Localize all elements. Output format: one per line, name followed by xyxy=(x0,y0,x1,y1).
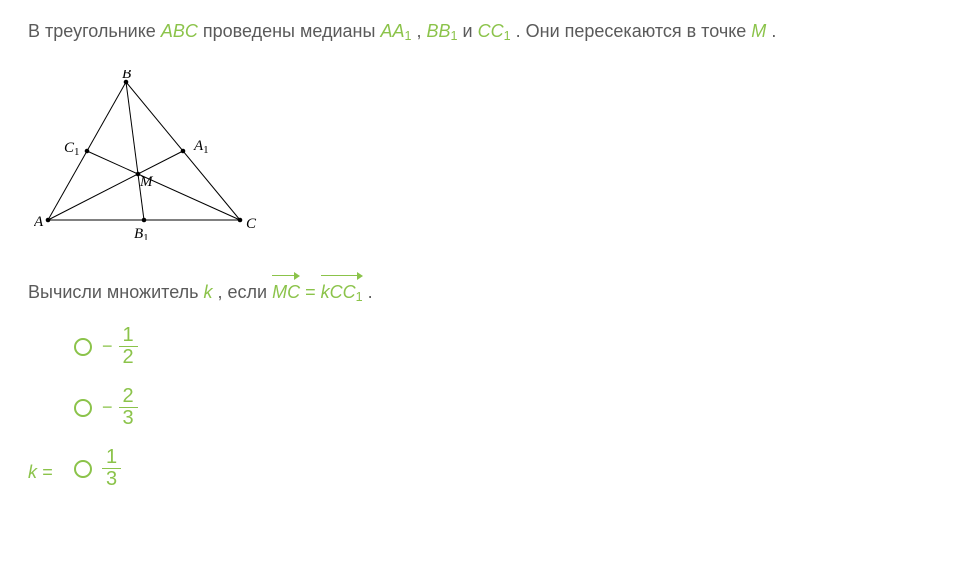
var-cc1: CC1 xyxy=(478,21,511,41)
text: и xyxy=(463,21,478,41)
fraction: 13 xyxy=(102,447,121,490)
radio-icon[interactable] xyxy=(74,399,92,417)
denominator: 3 xyxy=(102,468,121,490)
svg-text:M: M xyxy=(139,174,154,190)
text: , xyxy=(416,21,426,41)
answer-options: −12−2313 xyxy=(74,325,936,490)
var-bb1: BB1 xyxy=(427,21,458,41)
numerator: 2 xyxy=(119,386,138,407)
numerator: 1 xyxy=(119,325,138,346)
equals: = xyxy=(305,282,321,302)
svg-text:C: C xyxy=(246,216,257,232)
problem-statement: В треугольнике ABC проведены медианы AA1… xyxy=(28,18,936,46)
minus-sign: − xyxy=(102,333,113,360)
minus-sign: − xyxy=(102,394,113,421)
denominator: 3 xyxy=(119,407,138,429)
text: проведены медианы xyxy=(203,21,381,41)
var-abc: ABC xyxy=(161,21,198,41)
svg-text:C1: C1 xyxy=(64,140,80,158)
text: . xyxy=(771,21,776,41)
svg-text:A1: A1 xyxy=(193,138,209,156)
answer-option[interactable]: 13 xyxy=(74,447,936,490)
question-line: Вычисли множитель k , если MC = kCC1 . xyxy=(28,276,936,307)
denominator: 2 xyxy=(119,346,138,368)
answer-option[interactable]: −12 xyxy=(74,325,936,368)
vector-kcc1: kCC1 xyxy=(321,276,363,307)
text: В треугольнике xyxy=(28,21,161,41)
answer-option[interactable]: −23 xyxy=(74,386,936,429)
var-k: k xyxy=(204,282,213,302)
vector-mc: MC xyxy=(272,276,300,306)
svg-text:A: A xyxy=(34,214,44,230)
svg-text:B: B xyxy=(122,70,131,82)
k-equals-label: k = xyxy=(28,459,53,486)
triangle-diagram: A B C A1 B1 C1 M xyxy=(34,70,936,248)
var-aa1: AA1 xyxy=(380,21,411,41)
text: , если xyxy=(218,282,273,302)
numerator: 1 xyxy=(102,447,121,468)
fraction: 23 xyxy=(119,386,138,429)
radio-icon[interactable] xyxy=(74,338,92,356)
radio-icon[interactable] xyxy=(74,460,92,478)
fraction: 12 xyxy=(119,325,138,368)
var-m: M xyxy=(751,21,766,41)
svg-text:B1: B1 xyxy=(134,226,149,240)
text: . Они пересекаются в точке xyxy=(516,21,752,41)
text: Вычисли множитель xyxy=(28,282,204,302)
text: . xyxy=(368,282,373,302)
